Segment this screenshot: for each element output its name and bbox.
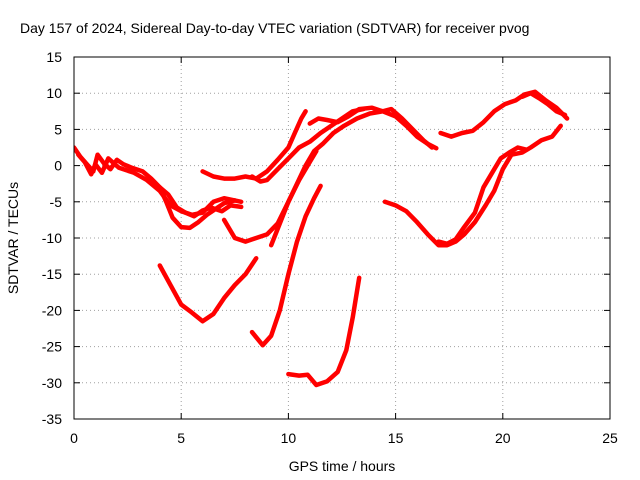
y-tick-label: -30 [42,375,62,391]
y-tick-label: -25 [42,339,62,355]
series-arc-14 [438,89,570,139]
y-tick-label: -5 [50,194,63,210]
x-tick-label: 10 [281,430,297,446]
series-arc-15 [519,90,568,118]
y-tick-label: -10 [42,230,62,246]
data-series-group [74,89,570,388]
y-tick-label: -15 [42,266,62,282]
y-tick-label: 0 [54,158,62,174]
x-tick-label: 15 [388,430,404,446]
x-axis-title: GPS time / hours [289,458,396,474]
x-tick-label: 5 [177,430,185,446]
series-arc-13 [436,145,529,247]
x-tick-label: 0 [70,430,78,446]
y-axis-title: SDTVAR / TECUs [5,182,21,294]
series-arc-8 [249,183,323,348]
x-tick-label: 25 [602,430,618,446]
axis-ticks: 0 5 10 15 20 25 -35 -30 -25 -20 -15 -10 -5 0 5 10 15 [42,49,618,446]
y-tick-label: 15 [46,49,62,65]
series-arc-11 [307,105,435,150]
series-arc-10 [286,275,362,388]
y-tick-label: 5 [54,121,62,137]
series-arc-3 [157,185,244,219]
series-arc-4 [157,256,259,324]
series-arc-12 [382,123,563,248]
y-tick-label: -20 [42,302,62,318]
chart-title: Day 157 of 2024, Sidereal Day-to-day VTE… [20,20,529,36]
y-tick-label: -35 [42,411,62,427]
x-tick-label: 20 [495,430,511,446]
series-arc-5 [200,109,308,181]
y-tick-label: 10 [46,85,62,101]
